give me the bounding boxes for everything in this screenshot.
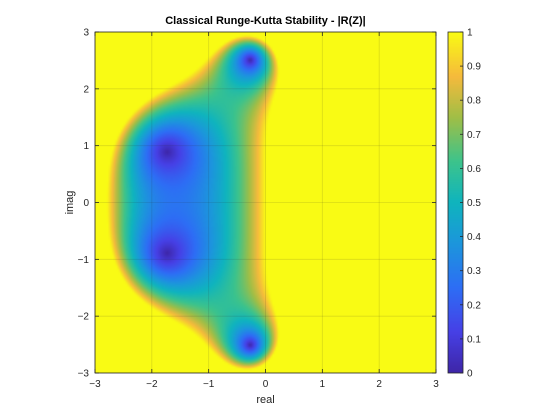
colorbar-tick-label: 0.6 <box>467 164 481 175</box>
y-tick-label: 3 <box>83 28 89 39</box>
colorbar-tick-label: 0 <box>467 369 473 380</box>
x-axis-label: real <box>256 394 274 406</box>
x-tick-label: 2 <box>376 379 382 390</box>
colorbar-tick-label: 0.9 <box>467 62 481 73</box>
x-tick-label: 3 <box>433 379 439 390</box>
colorbar-tick-label: 0.7 <box>467 130 481 141</box>
y-axis-ticks: −3 −2 −1 0 1 2 3 <box>78 28 436 380</box>
colorbar-ticks: 0 0.1 0.2 0.3 0.4 0.5 0.6 0.7 0.8 0.9 1 <box>460 28 481 380</box>
x-tick-label: −2 <box>146 379 158 390</box>
x-axis-ticks: −3 −2 −1 0 1 2 3 <box>89 32 439 390</box>
y-tick-label: 2 <box>83 84 89 95</box>
y-axis-label: imag <box>64 191 76 215</box>
y-tick-label: −1 <box>78 255 90 266</box>
x-tick-label: −3 <box>89 379 101 390</box>
colorbar-tick-label: 0.5 <box>467 198 481 209</box>
y-tick-label: 0 <box>83 198 89 209</box>
y-tick-label: 1 <box>83 141 89 152</box>
colorbar-tick-label: 0.2 <box>467 300 481 311</box>
x-tick-label: 1 <box>320 379 326 390</box>
colorbar-tick-label: 0.4 <box>467 232 481 243</box>
y-tick-label: −3 <box>78 369 90 380</box>
colorbar-tick-label: 0.3 <box>467 266 481 277</box>
colorbar-gradient <box>448 32 463 373</box>
chart-title: Classical Runge-Kutta Stability - |R(Z)| <box>165 15 366 27</box>
y-tick-label: −2 <box>78 312 90 323</box>
heatmap-image <box>95 32 436 373</box>
colorbar-tick-label: 1 <box>467 28 473 39</box>
x-tick-label: −1 <box>203 379 215 390</box>
colorbar-tick-label: 0.8 <box>467 96 481 107</box>
x-tick-label: 0 <box>263 379 269 390</box>
colorbar-tick-label: 0.1 <box>467 334 481 345</box>
